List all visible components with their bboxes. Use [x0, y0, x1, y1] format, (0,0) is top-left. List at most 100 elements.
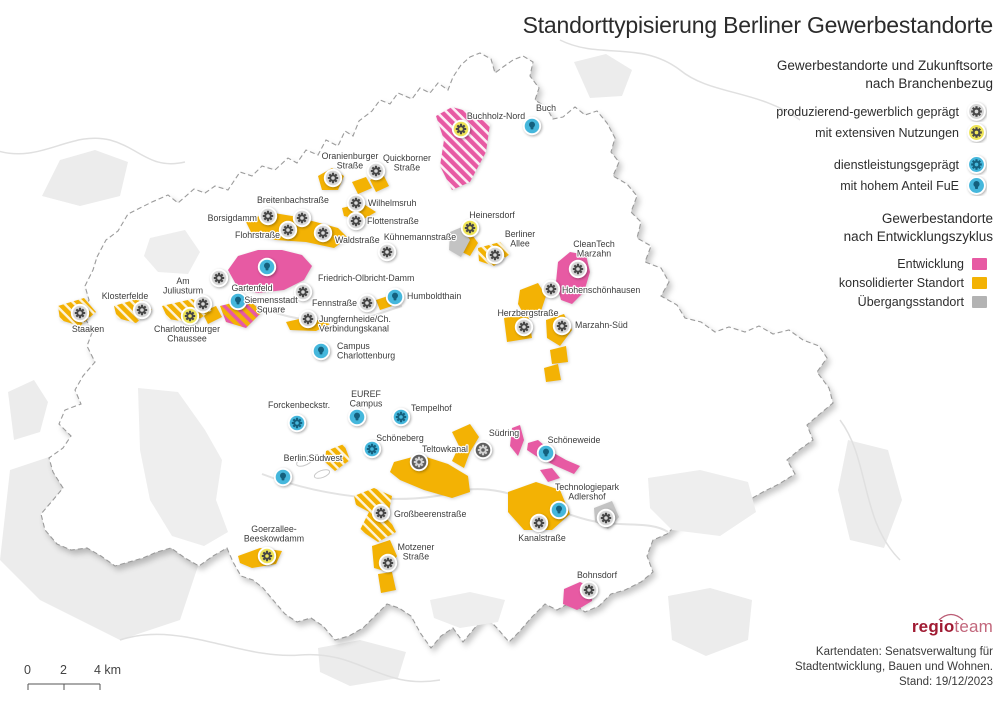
marker-friedrich-olbricht-damm: [293, 282, 313, 302]
label-wilhelmsruh: Wilhelmsruh: [368, 198, 416, 208]
label-motzener-stra-e: Straße: [403, 552, 430, 562]
label-oranienburger-stra-e: Straße: [337, 161, 364, 171]
label-flottenstra-e: Flottenstraße: [367, 216, 419, 226]
area-konsolidiert: [378, 572, 396, 593]
gear-yellow-icon: [966, 122, 987, 143]
label-am-juliusturm: Am: [176, 276, 189, 286]
marker-siemensstadt-square: [228, 291, 248, 311]
uebergang-color-chip: [972, 295, 987, 308]
gear-blue-icon: [966, 154, 987, 175]
marker-forckenbeckstr: [287, 413, 307, 433]
area-entwicklung-stripe: [436, 107, 490, 190]
marker-klosterfelde: [132, 300, 152, 320]
area-konsolidiert: [544, 364, 561, 382]
logo-arc-icon: [938, 613, 964, 621]
label-buchholz-nord: Buchholz-Nord: [467, 111, 525, 121]
label-cleantech-marzahn: CleanTech: [573, 239, 615, 249]
label-herzbergstra-e: Herzbergstraße: [497, 308, 558, 318]
legend-cycle-heading-line1: Gewerbestandorte: [881, 211, 993, 226]
berlin-city-boundary: [40, 52, 834, 649]
label-quickborner-stra-e: Straße: [394, 163, 421, 173]
marker-heinersdorf: [460, 218, 480, 238]
legend-item-uebergang: Übergangsstandort: [839, 292, 993, 311]
marker-flohrstra-e: [278, 220, 298, 240]
marker-borsigdamm: [258, 206, 278, 226]
label-sch-neweide: Schöneweide: [548, 435, 601, 445]
area-entwicklung: [540, 468, 560, 482]
scale-label-4km: 4 km: [94, 663, 122, 677]
marker-oranienburger-stra-e: [323, 168, 343, 188]
legend-item-label: konsolidierter Standort: [838, 275, 964, 290]
label-humboldthain: Humboldthain: [407, 291, 461, 301]
marker-unlabeled-39: [596, 508, 616, 528]
marker-waldstra-e: [313, 223, 333, 243]
credit-line-3: Stand: 19/12/2023: [899, 676, 993, 688]
marker-buch: [522, 116, 542, 136]
marker-breitenbachstra-e: [292, 208, 312, 228]
area-konsolidiert: [452, 424, 479, 468]
label-siemensstadt-square: Square: [257, 305, 285, 315]
label-oranienburger-stra-e: Oranienburger: [322, 151, 379, 161]
label-campus-charlottenburg: Charlottenburg: [337, 351, 395, 361]
marker-k-hnemannstra-e: [377, 242, 397, 262]
marker-bohnsdorf: [579, 580, 599, 600]
legend-branch: Gewerbestandorte und Zukunftsorte nach B…: [776, 57, 993, 196]
label-charlottenburger-chaussee: Charlottenburger: [154, 324, 220, 334]
inside-terrain: [138, 230, 756, 628]
legend-branch-heading-line1: Gewerbestandorte und Zukunftsorte: [776, 58, 993, 73]
label-tempelhof: Tempelhof: [411, 403, 452, 413]
label-kanalstra-e: Kanalstraße: [518, 533, 566, 543]
marker-marzahn-s-d: [552, 316, 572, 336]
legend-item-produzierend: produzierend-gewerblich geprägt: [776, 101, 993, 122]
marker-s-dring: [473, 440, 493, 460]
marker-tempelhof: [391, 407, 411, 427]
scale-label-0: 0: [24, 663, 31, 677]
legend-item-label: mit hohem Anteil FuE: [840, 178, 959, 193]
marker-teltowkanal: [409, 452, 429, 472]
marker-cleantech-marzahn: [568, 259, 588, 279]
label-flohrstra-e: Flohrstraße: [235, 230, 280, 240]
legend-cycle-heading-line2: nach Entwicklungszyklus: [843, 229, 993, 244]
marker-gartenfeld: [257, 257, 277, 277]
label-s-dring: Südring: [489, 428, 519, 438]
site-labels: Buchholz-NordBuchOranienburgerStraßeQuic…: [71, 102, 642, 581]
credit-line-2: Stadtentwicklung, Bauen und Wohnen.: [795, 661, 993, 673]
marker-goerzallee-beeskowdamm: [257, 546, 277, 566]
label-k-hnemannstra-e: Kühnemannstraße: [384, 232, 456, 242]
label-berliner-allee: Berliner: [505, 229, 535, 239]
label-charlottenburger-chaussee: Chaussee: [167, 334, 207, 344]
marker-jungfernheide-ch-verbindungskanal: [298, 309, 318, 329]
marker-wilhelmsruh: [346, 193, 366, 213]
label-staaken: Staaken: [72, 324, 104, 334]
credits: regioteam Kartendaten: Senatsverwaltung …: [795, 613, 993, 690]
label-borsigdamm: Borsigdamm: [208, 213, 257, 223]
marker-fennstra-e: [357, 293, 377, 313]
label-gro-beerenstra-e: Großbeerenstraße: [394, 509, 466, 519]
label-teltowkanal: Teltowkanal: [422, 444, 468, 454]
label-berlin-s-dwest: Berlin.Südwest: [284, 453, 343, 463]
legend-item-label: Übergangsstandort: [857, 294, 964, 309]
site-markers: [70, 116, 616, 600]
label-am-juliusturm: Juliusturm: [163, 286, 203, 296]
marker-motzener-stra-e: [378, 553, 398, 573]
label-sch-neberg: Schöneberg: [376, 433, 424, 443]
marker-technologiepark-adlershof: [549, 500, 569, 520]
marker-am-juliusturm: [209, 268, 229, 288]
scale-bar: 0 2 4 km: [20, 663, 160, 703]
label-goerzallee-beeskowdamm: Goerzallee-: [251, 524, 297, 534]
label-berliner-allee: Allee: [510, 239, 530, 249]
label-gartenfeld: Gartenfeld: [231, 283, 272, 293]
page-title: Standorttypisierung Berliner Gewerbestan…: [522, 12, 994, 38]
label-euref-campus: Campus: [350, 399, 383, 409]
marker-kanalstra-e: [529, 513, 549, 533]
label-breitenbachstra-e: Breitenbachstraße: [257, 195, 329, 205]
label-euref-campus: EUREF: [351, 389, 381, 399]
legend-cycle: Gewerbestandorte nach Entwicklungszyklus…: [839, 210, 993, 311]
label-jungfernheide-ch-verbindungskanal: Jungfernheide/Ch.: [319, 314, 391, 324]
area-konsolidiert: [352, 177, 372, 194]
marker-berlin-s-dwest: [273, 467, 293, 487]
marker-euref-campus: [347, 407, 367, 427]
legend-item-fue: mit hohem Anteil FuE: [776, 175, 993, 196]
label-campus-charlottenburg: Campus: [337, 341, 370, 351]
